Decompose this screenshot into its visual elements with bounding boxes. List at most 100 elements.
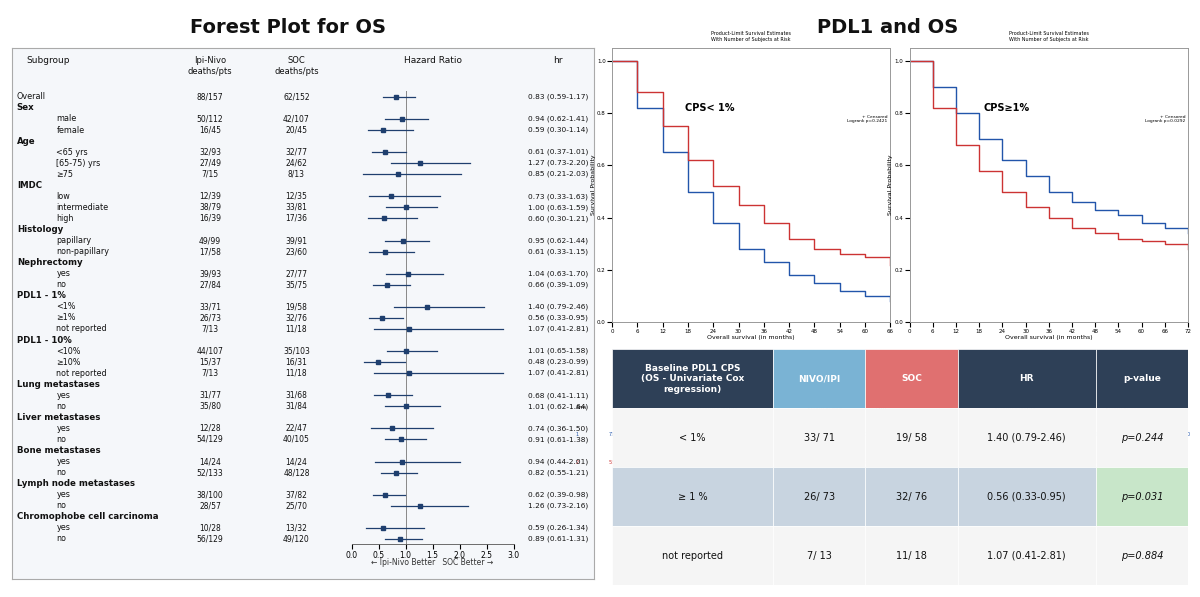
Text: 10/28: 10/28 <box>199 524 221 533</box>
Bar <box>865 408 958 467</box>
Text: 42/107: 42/107 <box>283 115 310 124</box>
Bar <box>773 467 865 526</box>
Text: <65 yrs: <65 yrs <box>56 147 88 156</box>
Text: 31/77: 31/77 <box>199 391 221 400</box>
Text: + Censored
Logrank p=0.0292: + Censored Logrank p=0.0292 <box>1145 115 1186 124</box>
Text: 27: 27 <box>1045 432 1052 437</box>
Text: intermediate: intermediate <box>56 203 108 212</box>
Text: 1.01 (0.65-1.58): 1.01 (0.65-1.58) <box>528 348 588 354</box>
Text: 41: 41 <box>953 460 959 464</box>
Y-axis label: Survival Probability: Survival Probability <box>888 155 893 216</box>
Text: <10%: <10% <box>56 346 80 356</box>
Text: Arm: Arm <box>576 405 587 410</box>
Text: < 1%: < 1% <box>679 433 706 443</box>
Text: 17/58: 17/58 <box>199 247 221 256</box>
Text: 2: 2 <box>864 460 866 464</box>
Text: 54/129: 54/129 <box>197 435 223 444</box>
Text: 46: 46 <box>685 432 691 437</box>
Text: 12/35: 12/35 <box>286 192 307 201</box>
Text: 7/13: 7/13 <box>202 369 218 378</box>
Text: 88/157: 88/157 <box>197 93 223 101</box>
Text: female: female <box>56 125 84 134</box>
Text: Baseline PDL1 CPS
(OS - Univariate Cox
regression): Baseline PDL1 CPS (OS - Univariate Cox r… <box>641 364 744 393</box>
Text: — 1: Arm A: IpiNivo: — 1: Arm A: IpiNivo <box>988 405 1036 410</box>
Text: not reported: not reported <box>56 369 107 378</box>
Text: Overall: Overall <box>17 93 46 101</box>
Text: low: low <box>56 192 70 201</box>
Text: 0.68 (0.41-1.11): 0.68 (0.41-1.11) <box>528 392 588 399</box>
Text: yes: yes <box>56 524 71 533</box>
Text: 11/ 18: 11/ 18 <box>896 550 926 561</box>
Text: 3: 3 <box>839 432 841 437</box>
Text: Subgroup: Subgroup <box>26 56 70 65</box>
Text: yes: yes <box>56 269 71 278</box>
Text: 56/129: 56/129 <box>197 534 223 543</box>
Text: ≥10%: ≥10% <box>56 358 80 367</box>
Text: 49/120: 49/120 <box>283 534 310 543</box>
Text: 1.07 (0.41-2.81): 1.07 (0.41-2.81) <box>988 550 1066 561</box>
Text: 36: 36 <box>1022 432 1028 437</box>
Text: 39/93: 39/93 <box>199 269 221 278</box>
Text: 0.59 (0.26-1.34): 0.59 (0.26-1.34) <box>528 525 588 531</box>
Text: papillary: papillary <box>56 236 91 245</box>
Text: <1%: <1% <box>56 302 76 312</box>
Text: 35/75: 35/75 <box>286 280 307 290</box>
Text: yes: yes <box>56 490 71 499</box>
Text: 42: 42 <box>1000 432 1006 437</box>
Text: no: no <box>56 468 66 477</box>
Text: 14/24: 14/24 <box>199 457 221 466</box>
Bar <box>612 526 773 585</box>
Text: no: no <box>56 280 66 290</box>
Text: 19: 19 <box>1022 460 1028 464</box>
Text: 33/ 71: 33/ 71 <box>804 433 835 443</box>
Bar <box>773 408 865 467</box>
Text: 52/133: 52/133 <box>197 468 223 477</box>
Text: 39/91: 39/91 <box>286 236 307 245</box>
Text: 1.04 (0.63-1.70): 1.04 (0.63-1.70) <box>528 270 588 277</box>
Text: 4: 4 <box>1093 460 1097 464</box>
Text: yes: yes <box>56 391 71 400</box>
Text: 12/28: 12/28 <box>199 424 221 433</box>
Text: 29: 29 <box>710 460 716 464</box>
Text: 40/105: 40/105 <box>283 435 310 444</box>
Text: 0.89 (0.61-1.31): 0.89 (0.61-1.31) <box>528 536 588 542</box>
Text: p=0.031: p=0.031 <box>1121 491 1163 501</box>
Text: NIVO/IPI: NIVO/IPI <box>798 374 840 383</box>
Text: 0: 0 <box>864 432 866 437</box>
Text: 2: 2 <box>876 460 880 464</box>
Text: 1.01 (0.62-1.64): 1.01 (0.62-1.64) <box>528 403 588 410</box>
Text: Nephrectomy: Nephrectomy <box>17 258 83 267</box>
Bar <box>1096 408 1188 467</box>
Text: Lymph node metastases: Lymph node metastases <box>17 479 134 488</box>
Text: not reported: not reported <box>662 550 724 561</box>
Bar <box>612 408 773 467</box>
Text: [65-75) yrs: [65-75) yrs <box>56 159 101 168</box>
Bar <box>865 349 958 408</box>
Text: p-value: p-value <box>1123 374 1160 383</box>
Text: 1.27 (0.73-2.20): 1.27 (0.73-2.20) <box>528 160 588 167</box>
Text: PDL1 and OS: PDL1 and OS <box>817 18 959 37</box>
Text: Product-Limit Survival Estimates
With Number of Subjects at Risk: Product-Limit Survival Estimates With Nu… <box>712 32 791 42</box>
Text: 1.26 (0.73-2.16): 1.26 (0.73-2.16) <box>528 503 588 509</box>
Text: 0.83 (0.59-1.17): 0.83 (0.59-1.17) <box>528 94 588 100</box>
Text: 57: 57 <box>660 432 666 437</box>
Text: yes: yes <box>56 457 71 466</box>
Bar <box>773 526 865 585</box>
Text: 51: 51 <box>976 432 983 437</box>
Text: CPS< 1%: CPS< 1% <box>685 103 734 113</box>
Text: 27/77: 27/77 <box>286 269 307 278</box>
Text: p=0.884: p=0.884 <box>1121 550 1163 561</box>
Text: 11/18: 11/18 <box>286 324 307 334</box>
Text: 33/71: 33/71 <box>199 302 221 312</box>
Text: 7/ 13: 7/ 13 <box>806 550 832 561</box>
Text: 0.95 (0.62-1.44): 0.95 (0.62-1.44) <box>528 237 588 244</box>
Text: 0: 0 <box>1187 432 1189 437</box>
Text: PDL1 - 10%: PDL1 - 10% <box>17 336 72 344</box>
Text: 2: 2 <box>1117 460 1120 464</box>
Text: 19/ 58: 19/ 58 <box>896 433 928 443</box>
Text: 11: 11 <box>786 432 792 437</box>
Bar <box>612 349 773 408</box>
Text: 0.62 (0.39-0.98): 0.62 (0.39-0.98) <box>528 491 588 498</box>
Text: no: no <box>56 501 66 510</box>
Bar <box>612 467 773 526</box>
